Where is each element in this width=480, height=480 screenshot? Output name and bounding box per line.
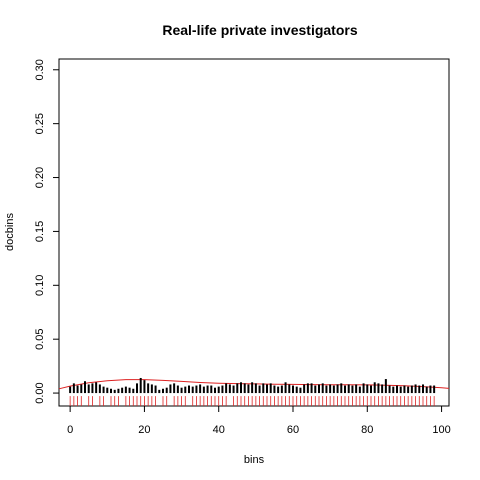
x-tick-label: 20: [138, 424, 150, 436]
y-tick-label: 0.05: [34, 328, 46, 349]
x-tick-label: 0: [67, 424, 73, 436]
x-tick-label: 40: [213, 424, 225, 436]
rug-layer: [69, 396, 435, 406]
x-axis-label: bins: [244, 454, 265, 466]
y-tick-label: 0.00: [34, 382, 46, 403]
chart-title: Real-life private investigators: [162, 22, 358, 38]
x-tick-label: 80: [361, 424, 373, 436]
y-tick-label: 0.30: [34, 59, 46, 80]
plot-frame: [58, 58, 450, 407]
x-axis: 0 20 40 60 80 100: [67, 406, 451, 436]
y-tick-label: 0.15: [34, 221, 46, 242]
y-axis: 0.00 0.05 0.10 0.15 0.20 0.25 0.30: [34, 59, 59, 404]
y-tick-label: 0.10: [34, 275, 46, 296]
y-tick-label: 0.25: [34, 113, 46, 134]
bars-layer: [69, 377, 436, 394]
y-axis-label: docbins: [4, 213, 16, 251]
y-tick-label: 0.20: [34, 167, 46, 188]
x-tick-label: 100: [432, 424, 450, 436]
x-tick-label: 60: [287, 424, 299, 436]
